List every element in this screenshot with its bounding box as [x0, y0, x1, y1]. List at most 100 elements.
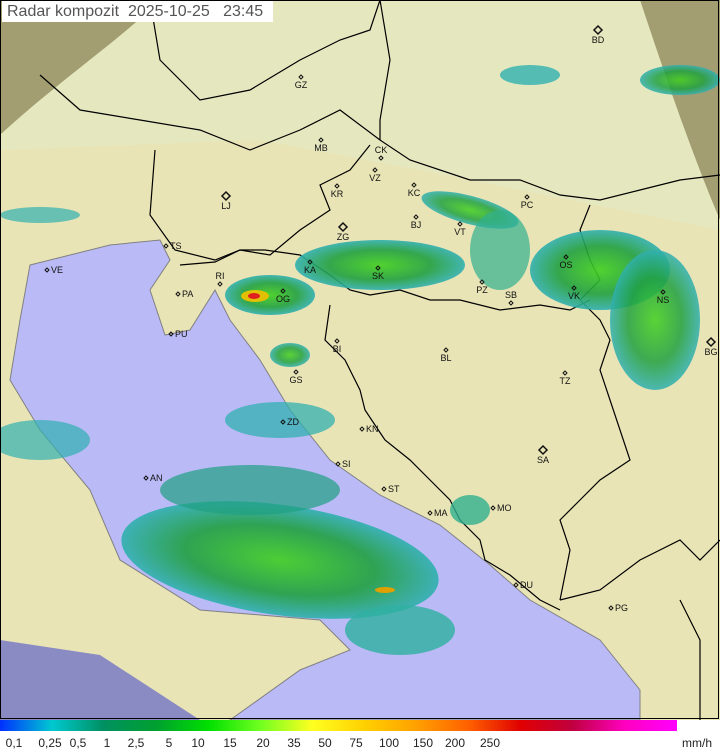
city-marker-icon: [413, 214, 419, 220]
legend-tick: 10: [191, 736, 205, 750]
legend-tick: 75: [349, 736, 363, 750]
city-label: DU: [520, 580, 533, 590]
title-time: 23:45: [223, 3, 264, 20]
city-marker-icon: [293, 369, 299, 375]
city-label: KA: [304, 265, 316, 275]
precipitation-echoes: [0, 65, 720, 655]
city-marker-icon: [427, 510, 433, 516]
city-marker-icon: [307, 259, 313, 265]
city-marker-icon: [571, 285, 577, 291]
city-marker-icon: [490, 505, 496, 511]
city-label: KR: [331, 189, 344, 199]
city-si: SI: [335, 459, 351, 469]
city-mb: MB: [314, 137, 328, 153]
city-label: BL: [440, 353, 451, 363]
city-label: KN: [366, 424, 379, 434]
city-marker-icon: [479, 279, 485, 285]
city-marker-icon: [359, 426, 365, 432]
city-marker-icon: [457, 221, 463, 227]
city-marker-icon: [537, 444, 549, 456]
city-marker-icon: [443, 347, 449, 353]
legend-unit: mm/h: [682, 736, 712, 750]
title-label: Radar kompozit: [7, 3, 120, 20]
city-label: BI: [333, 344, 342, 354]
city-marker-icon: [220, 190, 232, 202]
city-marker-icon: [280, 288, 286, 294]
city-ck: CK: [375, 145, 388, 161]
legend-tick: 150: [412, 736, 434, 750]
city-marker-icon: [411, 182, 417, 188]
city-marker-icon: [563, 254, 569, 260]
city-bj: BJ: [411, 214, 421, 230]
city-og: OG: [276, 288, 290, 304]
city-marker-icon: [217, 281, 223, 287]
city-marker-icon: [508, 300, 514, 306]
city-label: MB: [314, 143, 328, 153]
city-label: OG: [276, 294, 290, 304]
city-bd: BD: [592, 24, 605, 45]
city-label: LJ: [221, 201, 231, 211]
city-label: MA: [434, 508, 448, 518]
city-label: PZ: [476, 285, 488, 295]
city-label: RI: [216, 271, 225, 281]
city-label: VK: [568, 291, 580, 301]
city-os: OS: [559, 254, 573, 270]
city-marker-icon: [375, 265, 381, 271]
legend-tick: 100: [378, 736, 400, 750]
city-vt: VT: [454, 221, 466, 237]
city-marker-icon: [318, 137, 324, 143]
city-sa: SA: [537, 444, 549, 465]
city-sk: SK: [372, 265, 384, 281]
city-marker-icon: [334, 338, 340, 344]
city-label: VZ: [369, 173, 381, 183]
radar-map: GZ BD MB CK VZ KR KC LJ ZG BJ VT PC TS VE PA RI KA SK OG PZ…: [0, 0, 720, 720]
city-marker-icon: [335, 461, 341, 467]
city-tz: TZ: [560, 370, 571, 386]
city-label: MO: [497, 503, 512, 513]
city-marker-icon: [298, 74, 304, 80]
city-vz: VZ: [369, 167, 381, 183]
map-title: Radar kompozit 2025-10-25 23:45: [2, 1, 273, 22]
city-marker-icon: [143, 475, 149, 481]
city-label: KC: [408, 188, 421, 198]
city-kn: KN: [359, 424, 379, 434]
city-pu: PU: [168, 329, 188, 339]
city-label: AN: [150, 473, 163, 483]
city-label: GZ: [295, 80, 308, 90]
city-pc: PC: [521, 194, 534, 210]
city-label: ST: [388, 484, 400, 494]
city-label: TZ: [560, 376, 571, 386]
city-marker-icon: [378, 155, 384, 161]
city-vk: VK: [568, 285, 580, 301]
city-marker-icon: [372, 167, 378, 173]
legend-tick: 0,1: [5, 736, 23, 750]
city-ri: RI: [216, 271, 225, 287]
legend-tick: 35: [287, 736, 301, 750]
legend-tick: 0,5: [69, 736, 87, 750]
city-label: OS: [559, 260, 572, 270]
city-ve: VE: [44, 265, 63, 275]
city-marker-icon: [280, 419, 286, 425]
city-bl: BL: [440, 347, 452, 363]
city-label: VE: [51, 265, 63, 275]
city-label: PA: [182, 289, 193, 299]
city-pz: PZ: [476, 279, 488, 295]
city-markers: GZ BD MB CK VZ KR KC LJ ZG BJ VT PC TS VE PA RI KA SK OG PZ…: [44, 24, 718, 613]
city-label: PU: [175, 329, 188, 339]
city-label: GS: [289, 375, 302, 385]
legend-tick: 50: [318, 736, 332, 750]
city-label: CK: [375, 145, 388, 155]
city-ns: NS: [657, 289, 670, 305]
city-mo: MO: [490, 503, 512, 513]
city-pg: PG: [608, 603, 628, 613]
city-label: BG: [704, 347, 717, 357]
city-label: SB: [505, 290, 517, 300]
city-label: ZD: [287, 417, 299, 427]
legend-tick: 0,25: [38, 736, 62, 750]
city-marker-icon: [44, 267, 50, 273]
city-marker-icon: [592, 24, 604, 36]
title-date: 2025-10-25: [127, 3, 210, 20]
legend-tick: 1: [103, 736, 111, 750]
city-label: NS: [657, 295, 670, 305]
legend-tick: 250: [479, 736, 501, 750]
